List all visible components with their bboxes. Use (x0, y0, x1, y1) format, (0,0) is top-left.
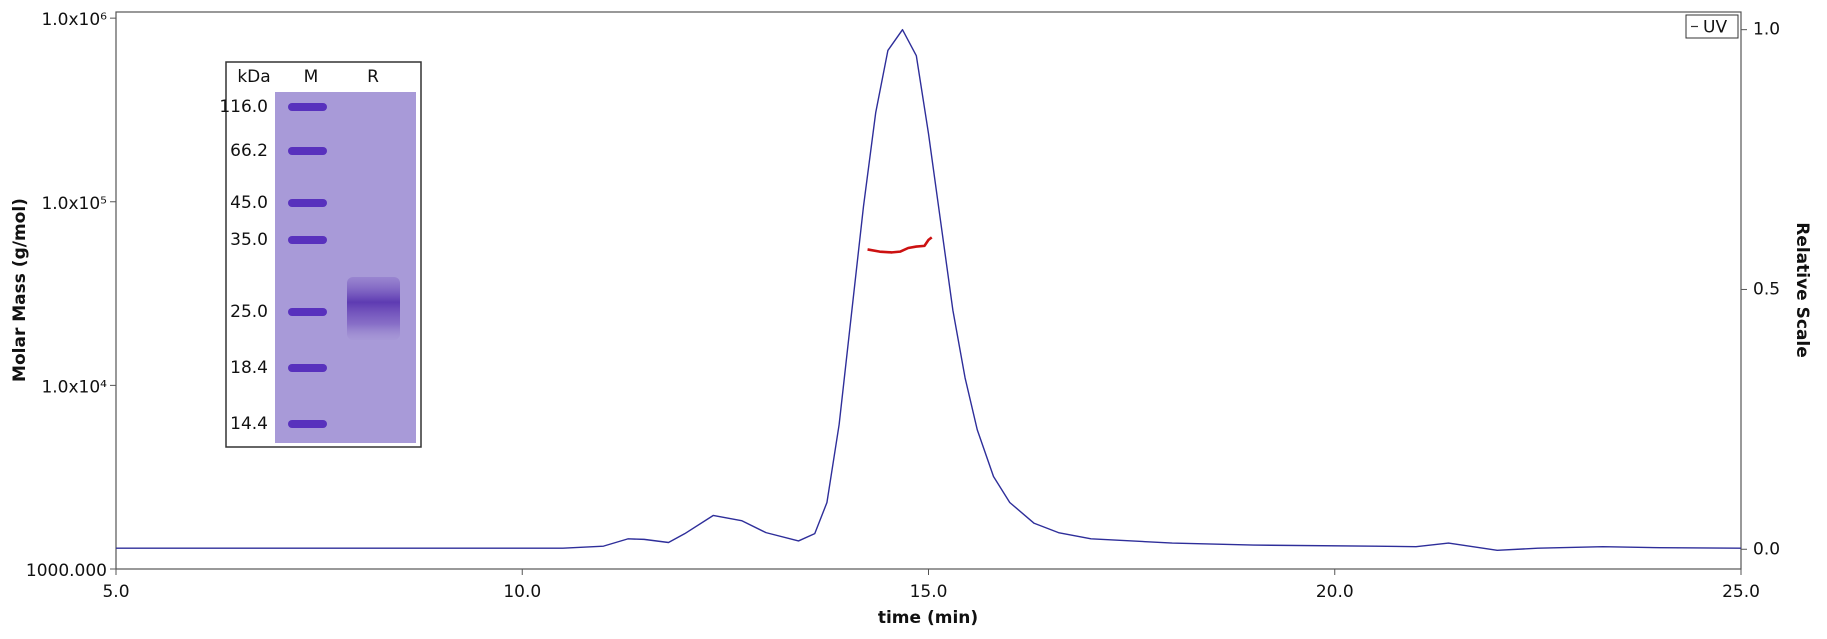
gel (275, 92, 416, 443)
gel-header: M (304, 67, 319, 87)
x-tick-label: 25.0 (1722, 582, 1760, 602)
marker-label: 18.4 (230, 358, 268, 378)
marker-label: 35.0 (230, 230, 268, 250)
marker-band (288, 420, 327, 428)
y2-axis-label: Relative Scale (1792, 222, 1812, 358)
gel-header: kDa (237, 67, 270, 87)
y-tick-label: 1.0x10⁶ (41, 10, 107, 30)
y-tick-label: 1.0x10⁵ (41, 194, 107, 214)
legend-label: UV (1703, 18, 1727, 38)
x-tick-label: 20.0 (1316, 582, 1354, 602)
series-line (867, 236, 933, 254)
marker-label: 14.4 (230, 414, 268, 434)
marker-band (288, 236, 327, 244)
marker-band (288, 147, 327, 155)
x-tick-label: 5.0 (102, 582, 129, 602)
marker-label: 66.2 (230, 141, 268, 161)
y2-tick-label: 1.0 (1753, 20, 1780, 40)
y2-tick-label: 0.0 (1753, 539, 1780, 559)
x-axis-label: time (min) (878, 608, 978, 628)
marker-band (288, 364, 327, 372)
gel-inset: kDa M R 116.0 66.2 45.0 35.0 25.0 18.4 14.4 (219, 61, 422, 448)
y-tick-label: 1.0x10⁴ (41, 377, 107, 397)
gel-header: R (367, 67, 379, 87)
y-axis-label: Molar Mass (g/mol) (10, 198, 30, 382)
marker-label: 45.0 (230, 193, 268, 213)
marker-label: 25.0 (230, 302, 268, 322)
x-tick-label: 10.0 (503, 582, 541, 602)
marker-band (288, 103, 327, 111)
marker-band (288, 199, 327, 207)
sample-band (347, 277, 400, 340)
x-tick-label: 15.0 (910, 582, 948, 602)
marker-band (288, 308, 327, 316)
series-line (116, 28, 1742, 551)
y-tick-label: 1000.000 (26, 561, 107, 581)
y2-tick-label: 0.5 (1753, 279, 1780, 299)
marker-label: 116.0 (219, 97, 268, 117)
legend-box (1685, 14, 1739, 39)
